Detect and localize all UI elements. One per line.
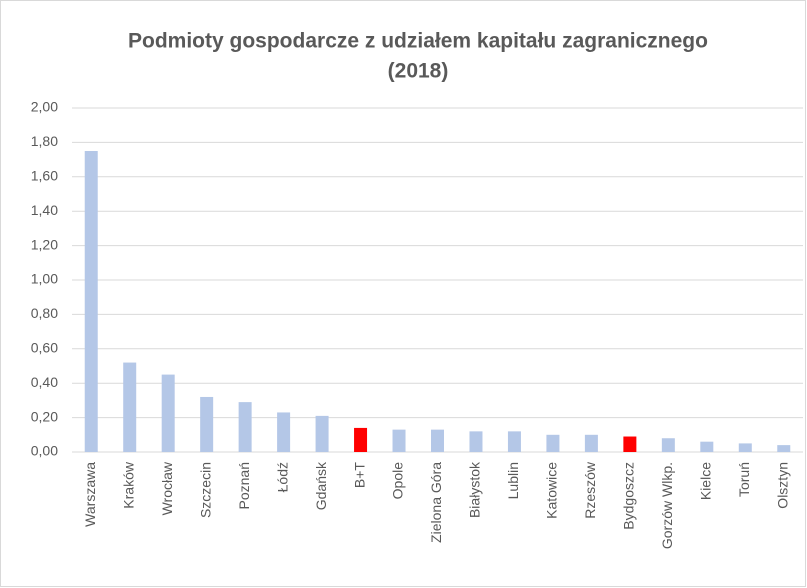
bar <box>584 434 598 452</box>
x-tick-label: Opole <box>390 462 406 500</box>
bar <box>777 445 791 452</box>
bar <box>700 441 714 452</box>
y-tick-label: 1,80 <box>31 133 58 149</box>
bar <box>238 402 252 452</box>
chart-title: (2018) <box>388 60 449 83</box>
x-tick-label: Bydgoszcz <box>621 462 637 530</box>
bar <box>546 434 560 452</box>
y-tick-label: 2,00 <box>31 99 58 115</box>
x-tick-label: Kielce <box>698 462 714 500</box>
x-tick-label: Toruń <box>736 462 752 497</box>
y-tick-label: 1,60 <box>31 168 58 184</box>
bar <box>469 431 483 452</box>
bar <box>277 412 291 452</box>
x-tick-label: Łódź <box>274 462 290 492</box>
bar <box>123 362 137 452</box>
bar <box>507 431 521 452</box>
x-tick-label: Białystok <box>467 461 483 518</box>
y-tick-label: 0,20 <box>31 408 58 424</box>
x-tick-label: Warszawa <box>82 462 98 527</box>
x-tick-label: Szczecin <box>197 462 213 518</box>
y-tick-label: 1,20 <box>31 236 58 252</box>
chart-title: Podmioty gospodarcze z udziałem kapitału… <box>128 30 708 53</box>
bar <box>431 429 444 452</box>
bar <box>84 151 98 452</box>
bar <box>200 396 214 452</box>
bar <box>738 443 752 452</box>
bar <box>354 427 368 452</box>
x-tick-label: Gorzów Wlkp. <box>659 462 675 549</box>
x-tick-label: Rzeszów <box>582 461 598 519</box>
x-tick-label: Wrocław <box>159 461 175 515</box>
x-tick-label: Zielona Góra <box>428 462 444 543</box>
y-tick-label: 1,00 <box>31 271 58 287</box>
x-tick-label: Gdańsk <box>313 461 329 510</box>
bar <box>315 415 329 452</box>
x-tick-label: Lublin <box>505 462 521 499</box>
y-tick-label: 0,40 <box>31 374 58 390</box>
x-tick-label: Kraków <box>120 461 136 509</box>
y-tick-label: 0,80 <box>31 305 58 321</box>
y-tick-label: 0,60 <box>31 340 58 356</box>
x-tick-label: B+T <box>351 462 367 489</box>
x-tick-label: Poznań <box>236 462 252 509</box>
y-tick-label: 1,40 <box>31 202 58 218</box>
bar <box>161 374 175 452</box>
y-tick-label: 0,00 <box>31 443 58 459</box>
x-tick-label: Katowice <box>544 462 560 519</box>
bar <box>623 436 637 452</box>
x-tick-label: Olsztyn <box>774 462 790 509</box>
bar <box>392 429 406 452</box>
bar <box>661 438 675 452</box>
